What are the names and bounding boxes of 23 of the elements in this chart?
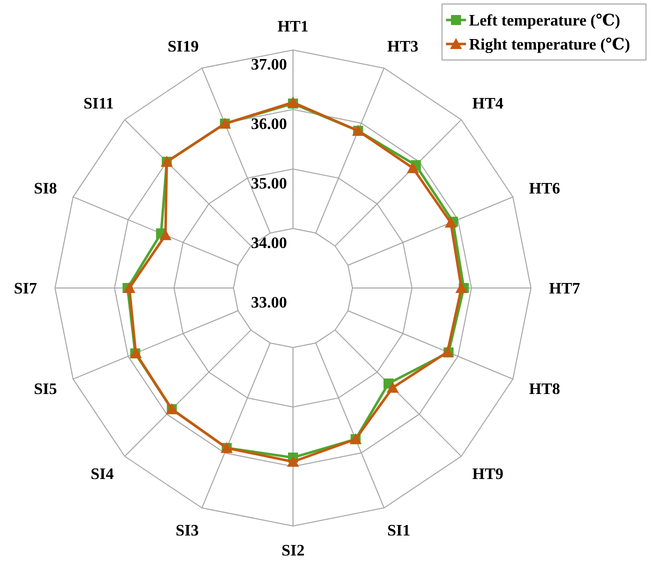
y-tick-label: 35.00 xyxy=(251,176,287,193)
spoke-label: HT6 xyxy=(529,180,560,198)
spoke-label: HT7 xyxy=(549,280,580,298)
y-tick-label: 36.00 xyxy=(251,116,287,134)
spoke-label: HT3 xyxy=(387,38,418,56)
spoke-label: SI2 xyxy=(281,542,305,560)
spoke-label: HT1 xyxy=(277,18,309,36)
spoke-label: SI5 xyxy=(34,380,57,398)
spoke-label: SI7 xyxy=(14,280,37,298)
spoke-label: SI8 xyxy=(34,180,57,198)
spoke-label: SI19 xyxy=(168,38,199,56)
spoke-label: HT4 xyxy=(472,95,504,112)
spoke-label: SI1 xyxy=(387,522,410,540)
y-tick-label: 37.00 xyxy=(251,56,287,74)
spoke-label: SI11 xyxy=(83,95,114,112)
spoke-label: HT9 xyxy=(472,466,504,483)
legend-label: Left temperature (℃) xyxy=(469,12,620,30)
spoke-label: HT8 xyxy=(529,380,560,398)
legend-label: Right temperature (℃) xyxy=(469,36,630,54)
y-tick-label: 34.00 xyxy=(251,235,287,252)
spoke-label: SI4 xyxy=(90,466,114,483)
spoke-label: SI3 xyxy=(176,522,199,540)
y-tick-label: 33.00 xyxy=(251,294,287,312)
